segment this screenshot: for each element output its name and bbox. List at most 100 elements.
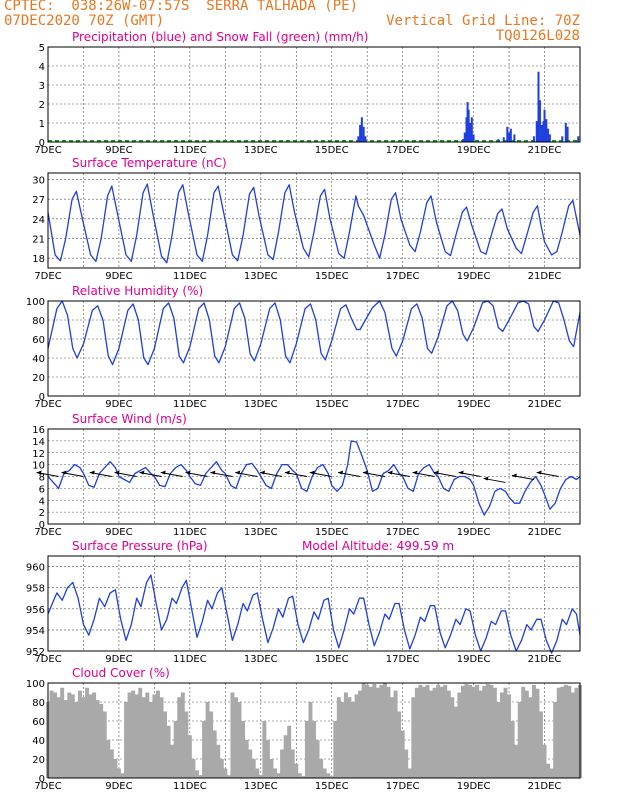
pressure-ytick-label: 954 [26,626,45,637]
temperature-title: Surface Temperature (nC) [72,156,227,170]
humidity-ytick-label: 60 [32,335,45,346]
precip-xtick-label: 15DEC [315,145,349,156]
cloud-xtick-label: 11DEC [173,781,207,792]
cloud-xtick-label: 17DEC [386,781,420,792]
wind-frame [47,428,581,525]
grid-note: Vertical Grid Line: 70Z [386,13,580,29]
cloud-cloud-bar [482,685,487,778]
temperature-ytick-label: 18 [32,254,45,265]
precip-ytick-label: 3 [39,81,45,92]
station-line: CPTEC: 038:26W-07:57S SERRA TALHADA (PE) [4,0,359,14]
precip-precip-bar [532,136,535,142]
cloud-cloud-bar [446,690,451,778]
precip-precip-bar [466,102,469,142]
temperature-series-line [47,183,581,264]
cloud-cloud-bar [393,690,398,778]
cloud-cloud-bar [301,776,306,778]
cloud-cloud-bar [510,721,515,778]
pressure-xtick-label: 19DEC [457,654,491,665]
wind-wind-arrowhead [511,473,517,478]
cloud-cloud-bar [546,763,551,778]
cloud-ytick-label: 60 [32,717,45,728]
wind-xtick-label: 21DEC [528,527,562,538]
cloud-cloud-bar [191,759,196,778]
cloud-cloud-bar [418,684,423,778]
wind-wind-arrowhead [185,470,191,475]
precip-precip-bar [561,136,564,142]
pressure-ytick-label: 960 [26,563,45,574]
run-date: 07DEC2020 70Z (GMT) [4,13,165,29]
cloud-cloud-bar [531,684,536,778]
cloud-cloud-bar [283,735,288,778]
pressure-series-line [47,574,581,654]
precip-precip-bar [543,109,546,142]
cloud-cloud-bar [570,692,575,778]
precip-precip-bar [469,123,472,142]
humidity-ytick-label: 100 [26,297,45,308]
product-code: TQ0126L028 [495,28,580,44]
precip-precip-bar [470,117,473,142]
cloud-cloud-bar [500,692,504,778]
cloud-cloud-bar [425,684,430,778]
cloud-cloud-bar [77,690,82,778]
cloud-cloud-bar [404,749,409,778]
cloud-cloud-bar [262,721,267,778]
cloud-cloud-bar [485,683,490,778]
cloud-cloud-bar [368,686,373,778]
pressure-title: Surface Pressure (hPa) [72,539,208,553]
wind-wind-arrowhead [362,470,368,475]
wind-wind-arrowhead [338,470,344,475]
wind-xtick-label: 7DEC [34,527,61,538]
cloud-cloud-bar [375,687,380,778]
precip-ytick-label: 0 [39,138,45,149]
wind-wind-arrowhead [433,470,439,475]
cloud-cloud-bar [81,697,86,778]
precip-precip-bar [577,136,580,142]
cloud-cloud-bar [443,684,448,778]
precip-ytick-label: 5 [39,43,45,54]
cloud-cloud-bar [280,749,285,778]
cloud-cloud-bar [468,684,473,778]
cloud-cloud-bar [453,706,458,778]
cloud-cloud-bar [315,740,320,778]
temperature-ytick-label: 30 [32,176,45,187]
cloud-title: Cloud Cover (%) [72,666,170,680]
cloud-cloud-bar [542,744,547,778]
precip-precip-bar [364,136,367,142]
wind-ytick-label: 12 [32,449,45,460]
pressure-xtick-label: 15DEC [315,654,349,665]
wind-ytick-label: 8 [39,473,45,484]
cloud-cloud-bar [53,692,58,778]
cloud-cloud-bar [351,702,355,778]
cloud-cloud-bar [209,711,214,778]
cloud-cloud-bar [205,702,210,778]
wind-wind-arrowhead [536,470,542,475]
cloud-ytick-label: 40 [32,736,45,747]
wind-ytick-label: 2 [39,508,45,519]
meteogram-header: CPTEC: 038:26W-07:57S SERRA TALHADA (PE)… [0,0,618,46]
humidity-xtick-label: 15DEC [315,399,349,410]
cloud-cloud-bar [503,687,508,778]
cloud-cloud-bar [556,687,561,778]
cloud-cloud-bar [67,692,72,778]
precip-precip-bar [538,100,541,142]
cloud-xtick-label: 15DEC [315,781,349,792]
precip-ytick-label: 1 [39,119,45,130]
cloud-cloud-bar [241,721,246,778]
cloud-cloud-bar [234,697,238,778]
pressure-frame [47,555,581,652]
cloud-xtick-label: 7DEC [34,781,61,792]
temperature-ytick-label: 21 [32,235,45,246]
cloud-cloud-bar [212,730,217,778]
humidity-ytick-label: 20 [32,373,45,384]
precip-precip-bar [508,132,511,142]
cloud-ytick-label: 80 [32,698,45,709]
cloud-cloud-bar [460,685,465,778]
precip-precip-bar [472,134,475,142]
cloud-cloud-bar [553,702,558,778]
cloud-cloud-bar [464,683,469,778]
precip-frame [47,46,581,143]
cloud-cloud-bar [358,690,363,778]
temperature-ytick-label: 27 [32,195,45,206]
cloud-cloud-bar [56,697,61,778]
